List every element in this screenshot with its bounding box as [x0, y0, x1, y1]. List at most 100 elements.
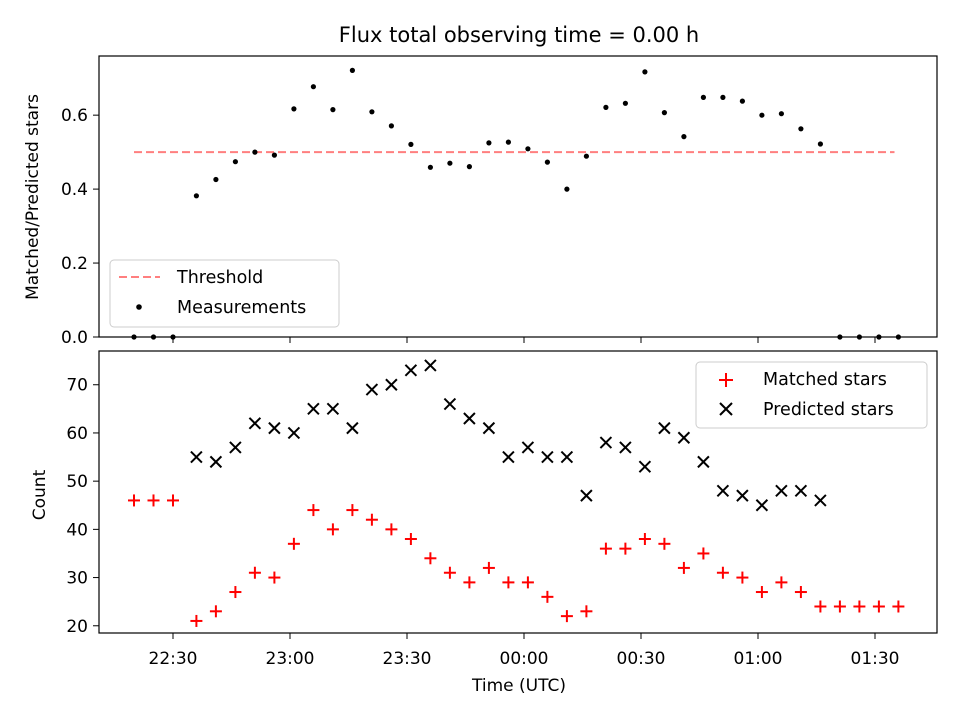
predicted-star-point [794, 484, 808, 498]
bottom-y-tick-label: 30 [66, 569, 88, 589]
matched-star-point [892, 600, 905, 613]
top-y-tick-label: 0.2 [61, 254, 88, 274]
predicted-star-point [365, 383, 379, 396]
bottom-x-tick-label: 00:30 [617, 649, 666, 669]
matched-star-point [619, 542, 632, 555]
matched-star-point [443, 566, 456, 579]
matched-star-point [580, 605, 593, 618]
matched-star-point [814, 600, 827, 613]
legend-measurements-label: Measurements [177, 298, 306, 318]
top-chart-title: Flux total observing time = 0.00 h [339, 23, 699, 47]
bottom-x-tick-label: 22:30 [149, 649, 198, 669]
bottom-y-tick-label: 60 [66, 424, 88, 444]
bottom-y-tick-label: 20 [66, 617, 88, 637]
measurement-point [564, 186, 570, 192]
measurement-point [525, 146, 531, 152]
predicted-star-point [716, 484, 730, 498]
matched-star-point [755, 586, 768, 599]
measurement-point [252, 149, 258, 155]
top-y-tick-label: 0.4 [61, 180, 88, 200]
matched-star-point [638, 533, 651, 545]
matched-star-point [268, 571, 281, 584]
matched-star-point [658, 537, 671, 550]
measurement-point [427, 164, 433, 170]
predicted-star-point [424, 359, 437, 372]
matched-star-point [307, 504, 320, 517]
legend-measurements-swatch [136, 304, 142, 310]
predicted-star-point [443, 397, 457, 411]
predicted-star-point [482, 421, 496, 435]
measurement-point [310, 84, 316, 90]
predicted-star-point [736, 489, 749, 502]
legend-matched-swatch [719, 373, 733, 387]
bottom-y-tick-label: 40 [66, 520, 88, 540]
predicted-star-point [268, 421, 281, 435]
matched-star-point [365, 513, 378, 526]
measurement-point [447, 160, 453, 166]
legend-predicted-swatch [719, 402, 733, 416]
predicted-star-point [346, 421, 359, 435]
top-y-axis-label: Matched/Predicted stars [23, 94, 43, 300]
measurement-point [661, 110, 668, 116]
measurement-point [505, 139, 511, 145]
matched-star-point [521, 576, 534, 589]
matched-star-point [716, 566, 729, 579]
measurement-point [720, 94, 726, 100]
predicted-star-point [521, 441, 535, 454]
bottom-legend-box [695, 361, 928, 429]
top-y-tick-label: 0.0 [61, 328, 88, 348]
predicted-star-point [658, 421, 671, 435]
measurement-point [681, 134, 687, 140]
predicted-star-point [385, 378, 398, 391]
matched-star-point [167, 494, 179, 507]
measurement-point [232, 159, 238, 165]
top-y-tick-label: 0.6 [61, 106, 88, 126]
predicted-star-point [326, 402, 340, 416]
matched-star-point [599, 542, 612, 555]
measurement-point [349, 67, 355, 73]
bottom-plot-content [128, 359, 905, 627]
measurement-point [213, 176, 219, 183]
bottom-x-axis-label: Time (UTC) [471, 676, 566, 696]
measurement-point [369, 109, 375, 115]
predicted-star-point [404, 364, 418, 377]
measurement-point [330, 107, 336, 113]
measurement-point [700, 94, 707, 100]
bottom-plot-frame [98, 350, 938, 634]
matched-star-point [463, 576, 476, 589]
matched-star-point [229, 586, 242, 599]
predicted-star-point [677, 431, 691, 444]
bottom-x-tick-label: 23:30 [383, 649, 432, 669]
predicted-star-point [190, 450, 203, 464]
measurement-point [603, 104, 609, 110]
predicted-star-point [775, 484, 788, 498]
matched-star-point [404, 533, 417, 545]
matched-star-point [541, 590, 554, 603]
predicted-star-point [248, 417, 262, 430]
bottom-x-tick-label: 23:00 [266, 649, 315, 669]
measurement-point [739, 98, 746, 104]
predicted-star-point [580, 489, 593, 502]
measurement-point [642, 69, 648, 75]
top-legend: Threshold Measurements [109, 259, 340, 328]
predicted-star-point [560, 450, 574, 464]
bottom-y-axis-label: Count [30, 469, 50, 520]
matched-star-point [736, 571, 749, 584]
measurement-point [466, 164, 472, 170]
legend-threshold-label: Threshold [176, 268, 263, 288]
predicted-star-point [541, 450, 554, 464]
top-x-axis [172, 337, 876, 343]
predicted-star-point [209, 455, 223, 469]
measurement-point [778, 111, 785, 117]
measurement-point [408, 141, 414, 147]
measurement-point [759, 112, 765, 118]
measurement-point [193, 193, 199, 199]
predicted-star-point [307, 402, 320, 416]
predicted-star-point [619, 441, 632, 454]
top-panel: 0.0 0.2 0.4 0.6 Matched/Predicted stars Thr… [23, 55, 938, 348]
bottom-y-axis: 20 30 40 50 60 70 [66, 376, 99, 637]
bottom-y-tick-label: 50 [66, 472, 88, 492]
matched-star-point [872, 600, 885, 613]
predicted-star-point [463, 412, 476, 425]
